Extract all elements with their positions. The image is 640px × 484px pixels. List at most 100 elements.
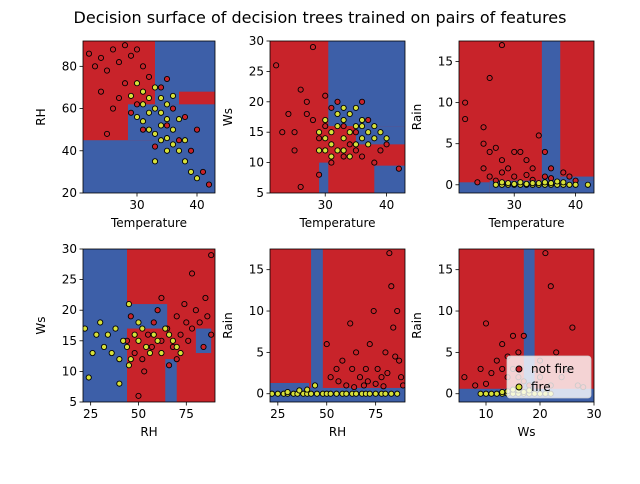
point-fire [120, 337, 127, 344]
point-fire [365, 141, 372, 148]
point-not-fire [388, 283, 395, 290]
legend-label: not fire [531, 362, 574, 376]
point-fire [145, 126, 153, 133]
y-tick-label: 25 [62, 273, 77, 287]
point-not-fire [85, 50, 93, 57]
point-fire [488, 390, 495, 397]
point-fire [377, 129, 384, 136]
point-fire [100, 343, 108, 350]
point-not-fire [358, 98, 366, 105]
axes-frame [269, 248, 406, 403]
point-not-fire [309, 44, 317, 51]
point-not-fire [547, 283, 554, 290]
point-not-fire [523, 157, 530, 164]
point-fire [560, 179, 567, 186]
point-not-fire [569, 324, 576, 331]
point-fire [333, 390, 340, 397]
point-fire [270, 390, 276, 397]
point-fire [523, 180, 530, 188]
x-tick-label: 40 [568, 198, 583, 212]
y-tick-label: 20 [62, 303, 77, 317]
point-not-fire [163, 122, 171, 129]
point-not-fire [322, 123, 329, 130]
point-fire [139, 88, 147, 95]
point-fire [352, 141, 359, 148]
point-not-fire [327, 374, 334, 381]
point-fire [177, 349, 184, 357]
point-fire [108, 349, 115, 357]
point-not-fire [208, 252, 215, 259]
point-not-fire [133, 101, 141, 108]
point-not-fire [199, 168, 207, 175]
point-not-fire [511, 173, 518, 180]
point-fire [97, 319, 104, 326]
point-fire [123, 343, 131, 350]
point-not-fire [103, 130, 111, 137]
point-not-fire [535, 132, 542, 139]
point-not-fire [144, 331, 152, 338]
point-fire [157, 122, 165, 129]
point-not-fire [364, 378, 371, 385]
decision-region-fire [195, 328, 212, 354]
legend-box [506, 355, 592, 399]
point-not-fire [461, 374, 468, 381]
point-fire [352, 123, 359, 130]
point-fire [145, 109, 153, 116]
point-not-fire [196, 319, 203, 326]
x-tick-label: 25 [83, 407, 98, 421]
point-fire [151, 158, 159, 165]
y-tick-label: 5 [445, 345, 453, 359]
point-not-fire [482, 380, 490, 387]
point-fire [358, 135, 366, 142]
y-tick-label: 15 [249, 125, 264, 139]
point-fire [135, 319, 142, 326]
point-not-fire [547, 175, 555, 182]
point-not-fire [181, 301, 188, 308]
point-fire [175, 147, 183, 154]
point-not-fire [127, 52, 135, 59]
point-not-fire [145, 73, 153, 80]
point-fire [169, 337, 176, 344]
point-not-fire [340, 153, 347, 160]
point-fire [181, 137, 189, 144]
point-fire [169, 141, 177, 148]
point-fire [327, 390, 334, 397]
point-fire [158, 349, 165, 357]
point-not-fire [139, 126, 147, 133]
point-fire [322, 116, 329, 124]
point-not-fire [139, 63, 147, 70]
point-fire [133, 80, 141, 87]
x-tick-label: 30 [129, 198, 144, 212]
legend-marker [515, 383, 523, 391]
point-fire [135, 337, 142, 344]
point-fire [352, 104, 359, 111]
point-fire [482, 390, 490, 397]
point-not-fire [135, 392, 142, 399]
point-not-fire [492, 144, 499, 151]
point-fire [157, 109, 165, 116]
decision-region-not-fire [459, 41, 594, 193]
plot-area [83, 249, 215, 402]
point-not-fire [285, 110, 292, 118]
plot-area [83, 41, 215, 193]
point-fire [365, 129, 372, 136]
point-fire [127, 92, 135, 99]
point-fire [529, 180, 536, 187]
point-not-fire [303, 98, 310, 105]
point-not-fire [297, 86, 304, 93]
decision-region-fire [328, 41, 405, 127]
point-not-fire [139, 356, 146, 363]
point-not-fire [109, 105, 117, 112]
point-fire [388, 390, 395, 397]
y-tick-label: 15 [438, 263, 453, 277]
point-not-fire [372, 380, 379, 387]
point-fire [499, 389, 506, 396]
y-tick-label: 15 [62, 334, 77, 348]
y-tick-label: 15 [438, 55, 453, 69]
point-fire [492, 181, 499, 188]
point-fire [146, 349, 154, 357]
point-not-fire [499, 365, 506, 372]
point-not-fire [185, 337, 192, 344]
plot-area [270, 249, 405, 402]
decision-region-fire [319, 162, 329, 193]
